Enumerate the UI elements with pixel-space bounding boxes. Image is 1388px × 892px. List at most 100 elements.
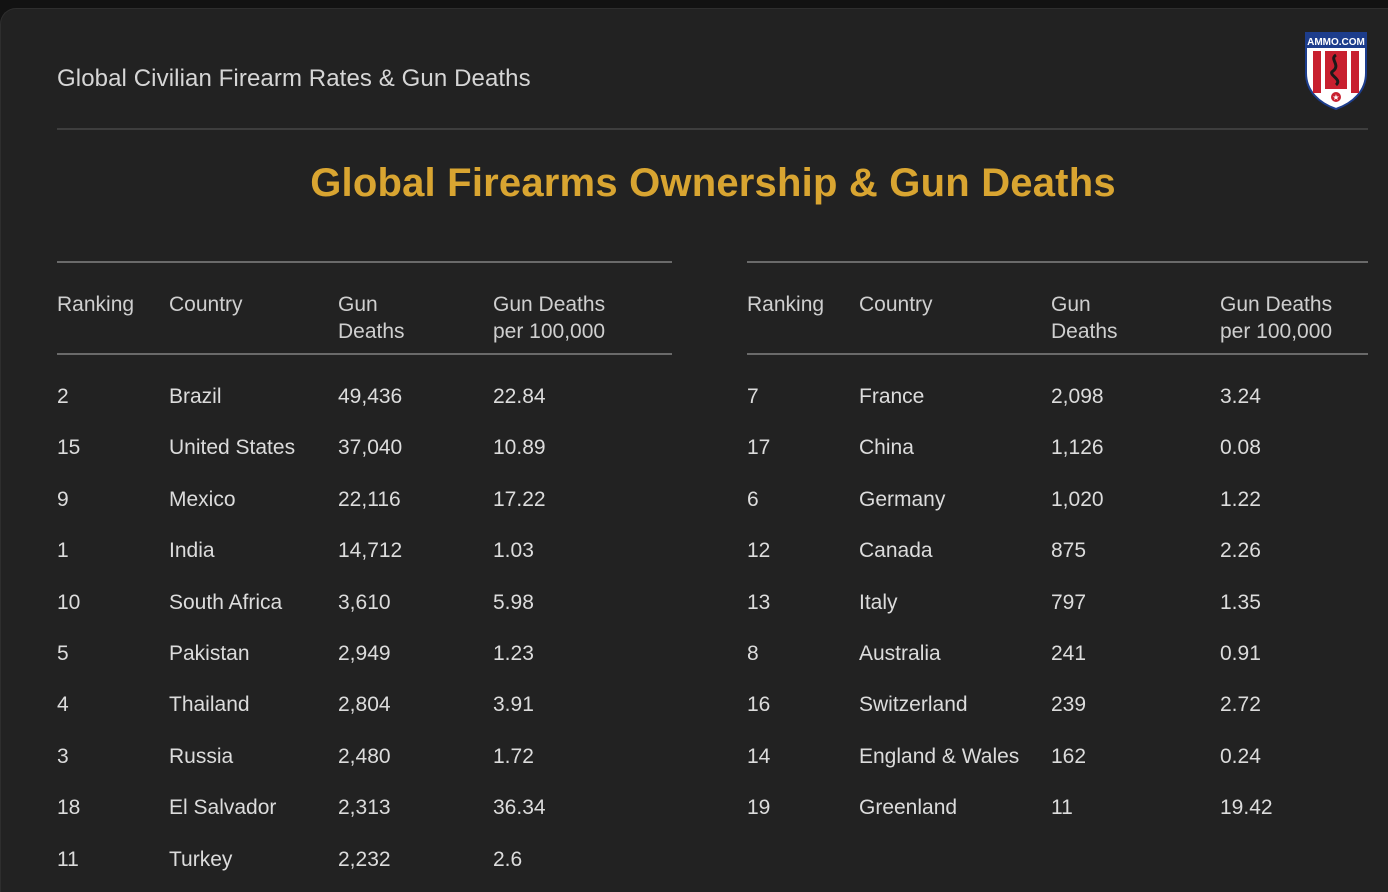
gun-deaths-cell: 37,040: [338, 436, 403, 460]
country-cell: India: [169, 539, 215, 563]
column-header-rate: Gun Deaths per 100,000: [1220, 291, 1332, 345]
column-header-rate-line1: Gun Deaths: [493, 293, 606, 316]
gun-deaths-cell: 3,610: [338, 590, 391, 614]
country-cell: El Salvador: [169, 796, 277, 820]
rate-cell: 3.24: [1220, 385, 1261, 408]
table-row: 7 France 2,098 3.24: [747, 371, 1368, 422]
column-header-rate: Gun Deaths per 100,000: [493, 291, 605, 345]
ranking-cell: 1: [57, 539, 69, 563]
column-header-rate-line2: per 100,000: [1220, 320, 1333, 343]
table-row: 13 Italy 797 1.35: [747, 577, 1368, 628]
gun-deaths-cell: 1,020: [1051, 487, 1104, 511]
gun-deaths-cell: 2,232: [338, 847, 391, 871]
left-table-rows: 2 Brazil 49,436 22.84 15 United States 37,040 1…: [57, 371, 672, 885]
svg-text:★: ★: [1332, 93, 1339, 102]
table-row: 2 Brazil 49,436 22.84: [57, 371, 672, 422]
table-top-rule: [747, 261, 1368, 263]
ranking-cell: 12: [747, 539, 771, 563]
table-header-rule: [57, 353, 672, 355]
column-header-ranking: Ranking: [747, 293, 825, 316]
svg-text:AMMO.COM: AMMO.COM: [1307, 37, 1365, 48]
rate-cell: 19.42: [1220, 796, 1273, 820]
table-row: 15 United States 37,040 10.89: [57, 422, 672, 473]
ranking-cell: 8: [747, 641, 759, 665]
country-cell: England & Wales: [859, 744, 1020, 768]
country-cell: Canada: [859, 539, 933, 563]
ranking-cell: 11: [57, 847, 79, 871]
column-header-gun-deaths-line2: Deaths: [1051, 320, 1118, 343]
column-header-ranking: Ranking: [57, 293, 135, 316]
rate-cell: 1.72: [493, 744, 534, 768]
table-row: 9 Mexico 22,116 17.22: [57, 474, 672, 525]
table-row: 12 Canada 875 2.26: [747, 525, 1368, 576]
table-row: 14 England & Wales 162 0.24: [747, 731, 1368, 782]
ranking-cell: 6: [747, 487, 759, 511]
column-header-gun-deaths: Gun Deaths: [1051, 291, 1118, 345]
table-row: 19 Greenland 11 19.42: [747, 782, 1368, 833]
table-row: 8 Australia 241 0.91: [747, 628, 1368, 679]
column-header-country: Country: [859, 293, 933, 316]
ranking-cell: 13: [747, 590, 771, 614]
table-header-rule: [747, 353, 1368, 355]
column-header-gun-deaths-line1: Gun: [338, 293, 378, 316]
ranking-cell: 16: [747, 693, 771, 717]
right-table-rows: 7 France 2,098 3.24 17 China 1,126 0.08 6 Germany…: [747, 371, 1368, 834]
rate-cell: 0.91: [1220, 641, 1261, 665]
table-row: 6 Germany 1,020 1.22: [747, 474, 1368, 525]
rate-cell: 1.03: [493, 539, 534, 563]
table-row: 10 South Africa 3,610 5.98: [57, 577, 672, 628]
column-header-rate-line1: Gun Deaths: [1220, 293, 1333, 316]
column-header-gun-deaths: Gun Deaths: [338, 291, 405, 345]
country-cell: Switzerland: [859, 693, 968, 717]
country-cell: United States: [169, 436, 296, 460]
column-header-gun-deaths-line1: Gun: [1051, 293, 1091, 316]
rate-cell: 2.6: [493, 847, 523, 871]
table-row: 11 Turkey 2,232 2.6: [57, 834, 672, 885]
table-row: 1 India 14,712 1.03: [57, 525, 672, 576]
rate-cell: 1.22: [1220, 487, 1261, 511]
country-cell: Australia: [859, 641, 941, 665]
ranking-cell: 14: [747, 744, 771, 768]
rate-cell: 0.24: [1220, 744, 1261, 768]
rate-cell: 2.26: [1220, 539, 1261, 563]
rate-cell: 22.84: [493, 385, 546, 408]
gun-deaths-cell: 2,313: [338, 796, 391, 820]
ranking-cell: 18: [57, 796, 81, 820]
rate-cell: 10.89: [493, 436, 546, 460]
ammo-com-logo[interactable]: AMMO.COM ★: [1303, 29, 1369, 111]
country-cell: Russia: [169, 744, 234, 768]
gun-deaths-cell: 1,126: [1051, 436, 1104, 460]
gun-deaths-cell: 2,480: [338, 744, 391, 768]
gun-deaths-cell: 49,436: [338, 385, 403, 408]
gun-deaths-cell: 875: [1051, 539, 1087, 563]
rate-cell: 5.98: [493, 590, 534, 614]
page-title: Global Civilian Firearm Rates & Gun Deat…: [57, 65, 531, 92]
gun-deaths-cell: 2,949: [338, 641, 391, 665]
rate-cell: 36.34: [493, 796, 546, 820]
ranking-cell: 17: [747, 436, 771, 460]
table-row: 3 Russia 2,480 1.72: [57, 731, 672, 782]
column-header-rate-line2: per 100,000: [493, 320, 606, 343]
ranking-cell: 2: [57, 385, 69, 408]
country-cell: Pakistan: [169, 641, 250, 665]
table-row: 4 Thailand 2,804 3.91: [57, 679, 672, 730]
rate-cell: 2.72: [1220, 693, 1261, 717]
table-row: 18 El Salvador 2,313 36.34: [57, 782, 672, 833]
gun-deaths-cell: 162: [1051, 744, 1087, 768]
country-cell: Greenland: [859, 796, 958, 820]
gun-deaths-cell: 11: [1051, 796, 1073, 820]
country-cell: South Africa: [169, 590, 283, 614]
rate-cell: 17.22: [493, 487, 546, 511]
gun-deaths-cell: 239: [1051, 693, 1087, 717]
country-cell: Italy: [859, 590, 898, 614]
ranking-cell: 7: [747, 385, 759, 408]
country-cell: Germany: [859, 487, 946, 511]
ranking-cell: 3: [57, 744, 69, 768]
gun-deaths-cell: 241: [1051, 641, 1087, 665]
ranking-cell: 10: [57, 590, 81, 614]
country-cell: Thailand: [169, 693, 250, 717]
country-cell: China: [859, 436, 914, 460]
rate-cell: 1.35: [1220, 590, 1261, 614]
header-divider: [57, 128, 1368, 130]
column-header-country: Country: [169, 293, 243, 316]
